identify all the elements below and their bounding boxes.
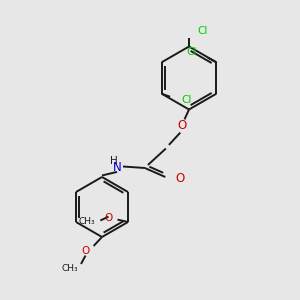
Text: CH₃: CH₃ <box>78 217 95 226</box>
Text: O: O <box>81 246 89 256</box>
Text: N: N <box>113 160 122 174</box>
Text: O: O <box>178 119 187 133</box>
Text: CH₃: CH₃ <box>61 264 78 273</box>
Text: O: O <box>104 213 112 223</box>
Text: Cl: Cl <box>186 47 197 57</box>
Text: Cl: Cl <box>181 95 192 105</box>
Text: Cl: Cl <box>197 26 208 36</box>
Text: O: O <box>175 172 184 185</box>
Text: H: H <box>110 156 118 166</box>
